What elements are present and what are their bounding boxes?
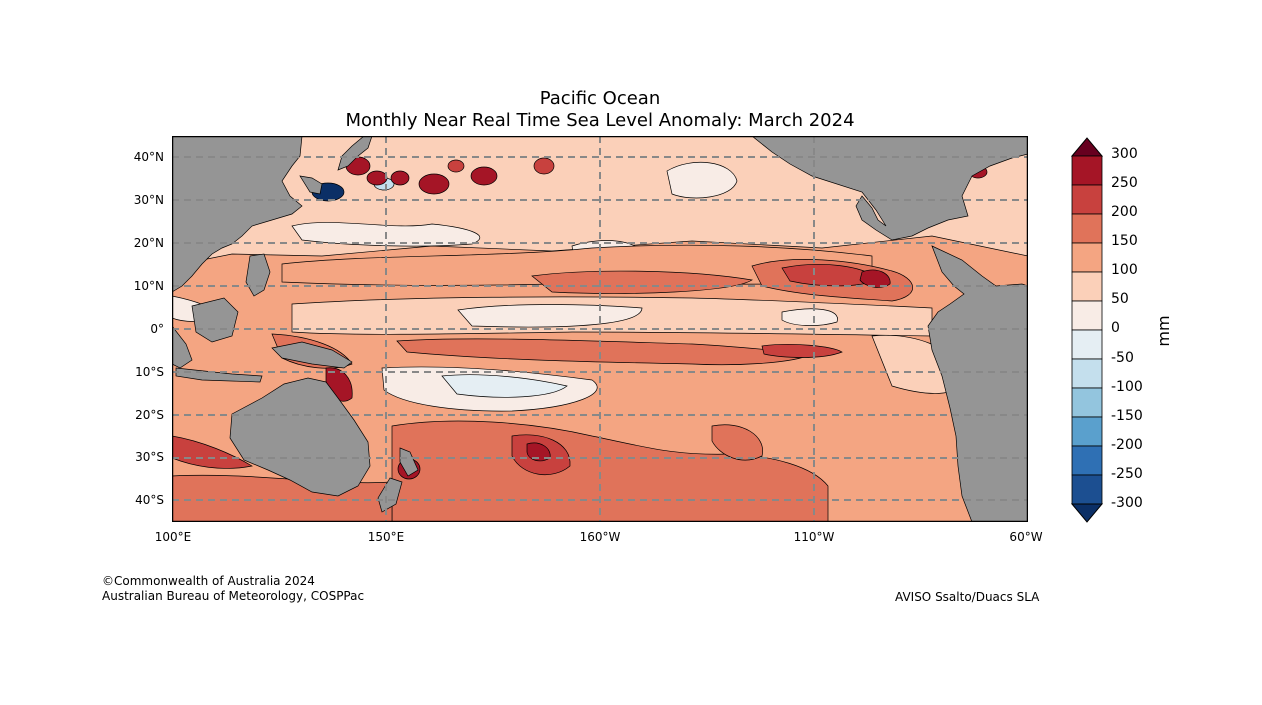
colorbar-tick-label: -100 xyxy=(1111,379,1143,395)
anomaly-region xyxy=(172,435,253,469)
colorbar-segment xyxy=(1071,271,1103,302)
lat-label: 20°N xyxy=(133,236,164,250)
land-north-america xyxy=(751,136,1028,241)
anomaly-eddy xyxy=(366,170,388,186)
land-australia xyxy=(229,377,371,497)
anomaly-region xyxy=(441,374,568,398)
land-borneo xyxy=(191,297,239,343)
colorbar-tick-label: -200 xyxy=(1111,437,1143,453)
colorbar-unit-label: mm xyxy=(1154,315,1173,347)
colorbar-tick-label: 150 xyxy=(1111,233,1138,249)
anomaly-region xyxy=(666,161,738,199)
lon-label: 100°E xyxy=(154,530,192,544)
land-asia xyxy=(172,136,303,293)
data-source-text: AVISO Ssalto/Duacs SLA xyxy=(895,590,1040,604)
colorbar-segment xyxy=(1071,213,1103,244)
colorbar-tick-label: -150 xyxy=(1111,408,1143,424)
anomaly-eddy xyxy=(390,170,410,186)
colorbar-tick-label: -250 xyxy=(1111,466,1143,482)
anomaly-eddy xyxy=(447,159,465,173)
lat-label: 20°S xyxy=(135,408,164,422)
land-new-zealand xyxy=(377,477,403,513)
lon-label: 60°W xyxy=(1009,530,1043,544)
lat-label: 30°S xyxy=(135,450,164,464)
land-philippines xyxy=(245,253,271,297)
anomaly-region xyxy=(391,420,829,522)
lat-label: 10°N xyxy=(133,279,164,293)
organization-text: Australian Bureau of Meteorology, COSPPa… xyxy=(102,589,365,603)
colorbar-segment xyxy=(1071,445,1103,476)
colorbar-segment xyxy=(1071,416,1103,447)
anomaly-eddy xyxy=(533,157,555,175)
anomaly-region xyxy=(761,344,843,358)
map-subtitle: Monthly Near Real Time Sea Level Anomaly… xyxy=(345,110,855,131)
lat-label: 40°S xyxy=(135,493,164,507)
colorbar-segment xyxy=(1071,242,1103,273)
land-new-guinea xyxy=(271,341,353,369)
colorbar-tick-label: 200 xyxy=(1111,204,1138,220)
anomaly-region xyxy=(711,424,763,461)
colorbar xyxy=(1070,137,1104,523)
colorbar-segment xyxy=(1071,358,1103,389)
colorbar-segment xyxy=(1071,387,1103,418)
land-sumatra xyxy=(172,325,193,369)
colorbar-segment xyxy=(1071,184,1103,215)
colorbar-segment xyxy=(1071,300,1103,331)
anomaly-eddy xyxy=(470,166,498,186)
colorbar-tick-label: -50 xyxy=(1111,350,1134,366)
colorbar-tick-label: 300 xyxy=(1111,146,1138,162)
anomaly-region xyxy=(457,304,643,328)
colorbar-tick-label: 0 xyxy=(1111,320,1120,336)
land-japan xyxy=(299,175,323,195)
colorbar-extend-min xyxy=(1070,503,1104,523)
land-japan xyxy=(337,136,373,171)
sea-level-anomaly-map xyxy=(172,136,1028,522)
colorbar-tick-label: 50 xyxy=(1111,291,1129,307)
lon-label: 160°W xyxy=(579,530,621,544)
anomaly-region xyxy=(859,269,891,288)
colorbar-tick-label: 100 xyxy=(1111,262,1138,278)
colorbar-segment xyxy=(1071,155,1103,186)
colorbar-tick-label: -300 xyxy=(1111,495,1143,511)
anomaly-region xyxy=(781,308,838,326)
map-title: Pacific Ocean xyxy=(539,88,661,109)
colorbar-extend-max xyxy=(1070,137,1104,157)
anomaly-eddy xyxy=(418,173,450,195)
copyright-text: ©Commonwealth of Australia 2024 xyxy=(102,574,315,588)
colorbar-segment xyxy=(1071,329,1103,360)
lon-label: 110°W xyxy=(793,530,835,544)
lat-label: 40°N xyxy=(133,150,164,164)
lat-label: 30°N xyxy=(133,193,164,207)
land-new-zealand xyxy=(399,447,419,477)
lat-label: 10°S xyxy=(135,365,164,379)
lon-label: 150°E xyxy=(367,530,405,544)
colorbar-tick-label: 250 xyxy=(1111,175,1138,191)
colorbar-segment xyxy=(1071,474,1103,505)
lat-label: 0° xyxy=(150,322,164,336)
